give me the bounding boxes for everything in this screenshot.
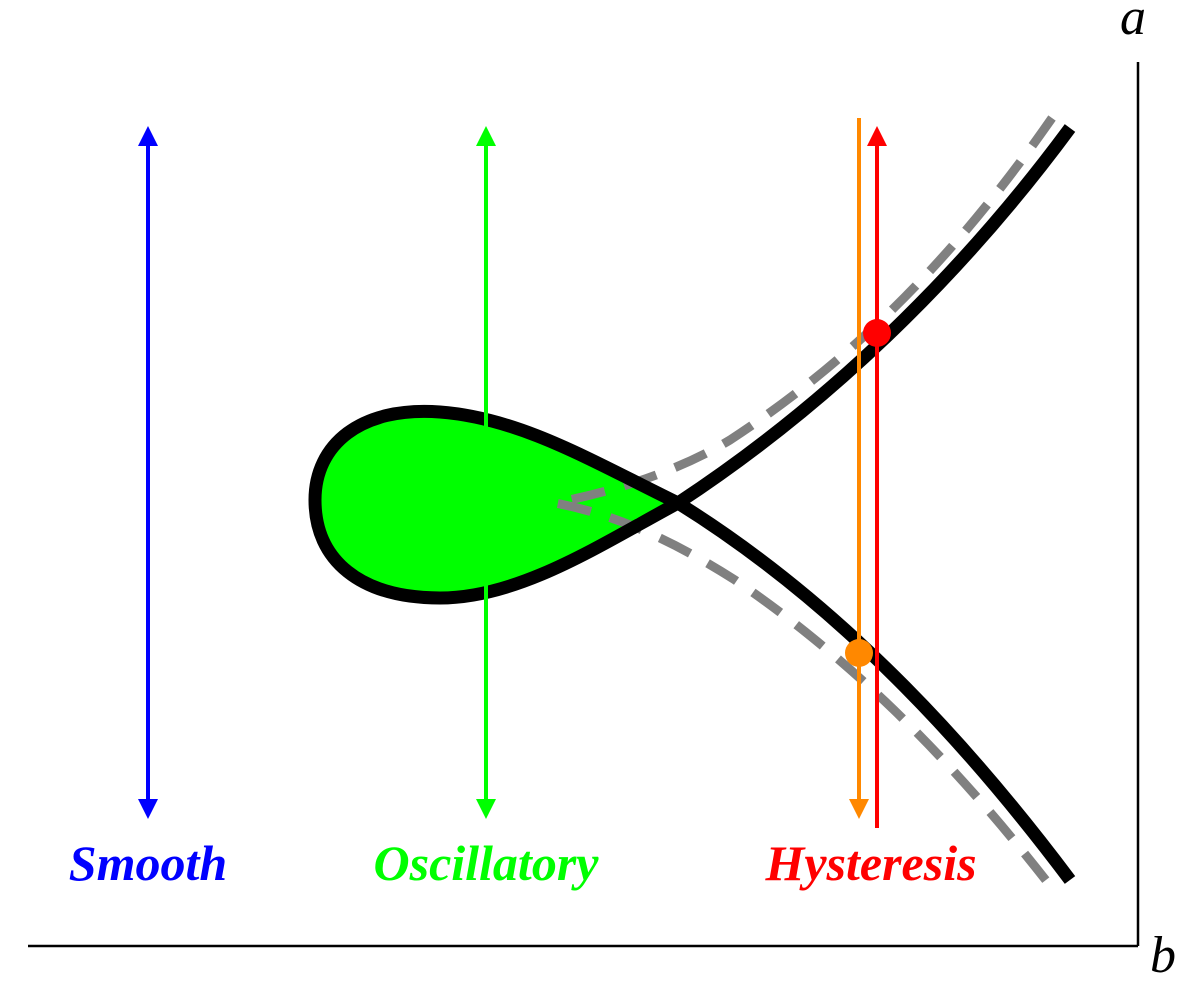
hysteresis-upper-jump-point	[863, 319, 891, 347]
dashed-curve	[554, 115, 1056, 891]
hysteresis-lower-jump-point	[845, 639, 873, 667]
vertical-axis-label: a	[1120, 0, 1146, 46]
hysteresis-label: Hysteresis	[764, 835, 976, 891]
bifurcation-curve	[308, 124, 1076, 884]
oscillatory-label: Oscillatory	[374, 835, 600, 891]
horizontal-axis-label: b	[1150, 927, 1176, 979]
axes: a b	[28, 0, 1176, 984]
smooth-label: Smooth	[69, 835, 227, 891]
oscillatory-loop-fill	[315, 411, 678, 598]
